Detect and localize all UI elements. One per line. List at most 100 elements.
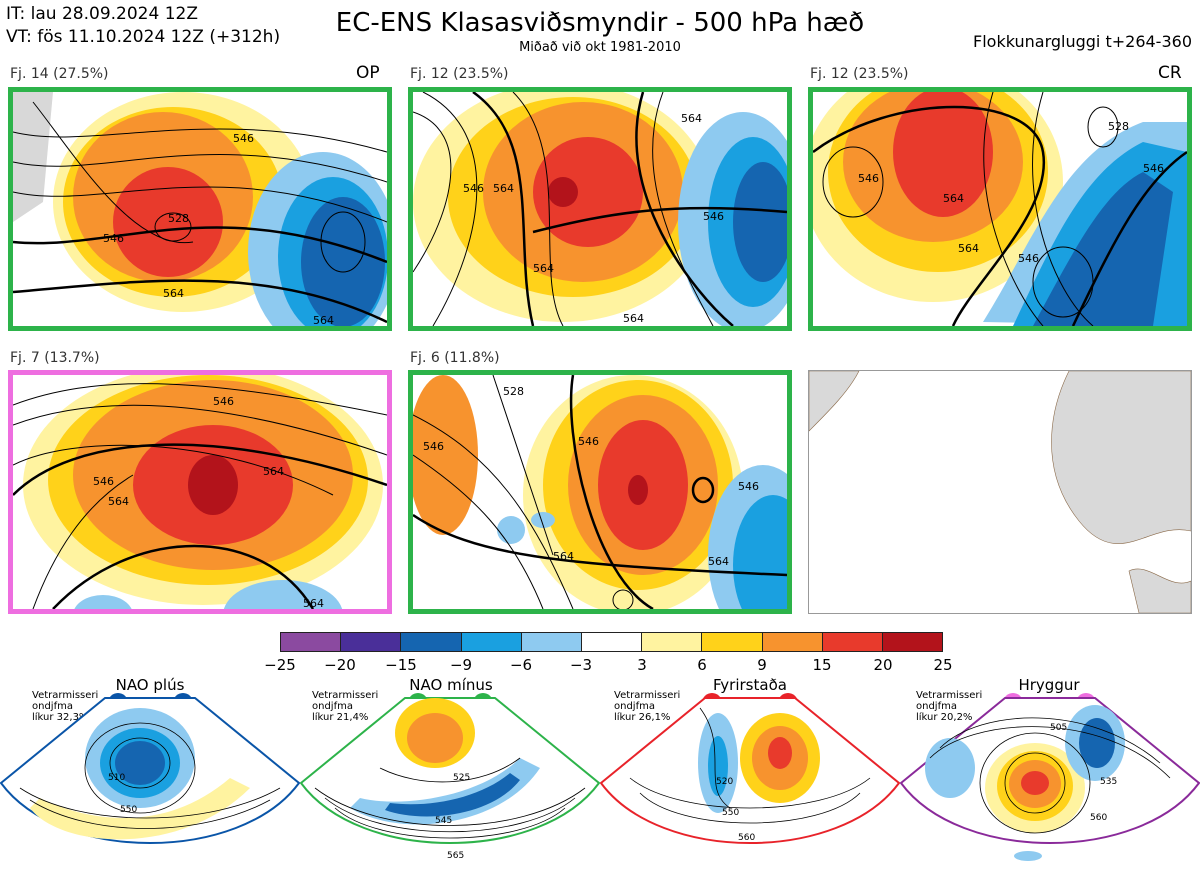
contour-label: 546 xyxy=(738,480,759,493)
colorbar-tick: −15 xyxy=(385,656,417,674)
contour-label: 564 xyxy=(958,242,979,255)
regime-contour-label: 550 xyxy=(722,808,739,818)
colorbar-tick: −9 xyxy=(449,656,473,674)
colorbar-swatch xyxy=(521,633,582,651)
regime-4-title: Hryggur xyxy=(1018,676,1080,694)
regime-2-map: 525 545 565 xyxy=(300,697,600,861)
contour-label: 564 xyxy=(553,550,574,563)
contour-label: 546 xyxy=(93,475,114,488)
panel-3-map: 528 546 564 546 564 546 xyxy=(813,92,1187,326)
contour-label: 546 xyxy=(423,440,444,453)
contour-label: 546 xyxy=(213,395,234,408)
contour-label: 546 xyxy=(858,172,879,185)
colorbar-swatch xyxy=(642,633,703,651)
panel-3-tag: CR xyxy=(1158,63,1182,83)
contour-label: 564 xyxy=(623,312,644,325)
regime-contour-label: 520 xyxy=(716,777,733,787)
panel-1-tag: OP xyxy=(356,63,380,83)
contour-label: 564 xyxy=(163,287,184,300)
contour-label: 564 xyxy=(313,314,334,326)
regime-contour-label: 505 xyxy=(1050,723,1067,733)
colorbar-tick: −20 xyxy=(324,656,356,674)
regime-3-info: Vetrarmisseri ondjfma líkur 26,1% xyxy=(614,690,681,723)
regime-2-title: NAO mínus xyxy=(409,676,493,694)
colorbar-swatch xyxy=(581,633,643,651)
colorbar-swatch xyxy=(461,633,522,651)
panel-5-label: Fj. 6 (11.8%) xyxy=(410,350,500,366)
regime-2-info: Vetrarmisseri ondjfma líkur 21,4% xyxy=(312,690,379,723)
panel-2-label: Fj. 12 (23.5%) xyxy=(410,66,509,82)
regime-contour-label: 545 xyxy=(435,816,452,826)
colorbar-tick: −6 xyxy=(509,656,533,674)
colorbar-tick: 6 xyxy=(697,656,707,674)
regime-contour-label: 560 xyxy=(1090,813,1107,823)
regime-1-info: Vetrarmisseri ondjfma líkur 32,3% xyxy=(32,690,99,723)
panel-2-map: 546 564 546 564 564 564 xyxy=(413,92,787,326)
panel-3-label: Fj. 12 (23.5%) xyxy=(810,66,909,82)
cluster-map-panel-2[interactable]: 546 564 546 564 564 564 xyxy=(408,87,792,331)
colorbar-swatch xyxy=(401,633,462,651)
contour-label: 546 xyxy=(233,132,254,145)
panel-1-label: Fj. 14 (27.5%) xyxy=(10,66,109,82)
regime-contour-label: 550 xyxy=(120,805,137,815)
contour-label: 546 xyxy=(103,232,124,245)
valid-time: VT: fös 11.10.2024 12Z (+312h) xyxy=(6,27,281,47)
contour-label: 528 xyxy=(168,212,189,225)
contour-label: 564 xyxy=(533,262,554,275)
contour-label: 564 xyxy=(108,495,129,508)
contour-label: 546 xyxy=(1018,252,1039,265)
regime-4-map: 505 535 560 xyxy=(900,697,1200,861)
colorbar-swatch xyxy=(822,633,883,651)
classification-window: Flokkunargluggi t+264-360 xyxy=(973,32,1192,51)
regime-3-title: Fyrirstaða xyxy=(713,676,787,694)
colorbar-swatch xyxy=(882,633,943,651)
empty-basemap-panel xyxy=(808,370,1192,614)
contour-label: 528 xyxy=(503,385,524,398)
regime-3-map: 520 550 560 xyxy=(600,697,900,844)
regime-contour-label: 560 xyxy=(738,833,755,843)
page-title: EC-ENS Klasasviðsmyndir - 500 hPa hæð xyxy=(335,8,865,38)
contour-label: 546 xyxy=(463,182,484,195)
cluster-map-panel-4[interactable]: 546 564 546 564 564 xyxy=(8,370,392,614)
cluster-map-panel-5[interactable]: 528 546 546 546 564 564 xyxy=(408,370,792,614)
colorbar-swatch xyxy=(762,633,823,651)
colorbar-swatch xyxy=(281,633,342,651)
colorbar-tick: −25 xyxy=(264,656,296,674)
header-info: IT: lau 28.09.2024 12Z VT: fös 11.10.202… xyxy=(6,3,280,49)
colorbar-tick: 15 xyxy=(812,656,832,674)
contour-label: 564 xyxy=(681,112,702,125)
anomaly-colorbar xyxy=(280,632,943,652)
contour-label: 528 xyxy=(1108,120,1129,133)
basemap xyxy=(809,371,1191,613)
regime-1-map: 510 550 xyxy=(0,697,300,844)
contour-label: 546 xyxy=(1143,162,1164,175)
colorbar-tick: 3 xyxy=(637,656,647,674)
contour-label: 564 xyxy=(708,555,729,568)
regime-contour-label: 510 xyxy=(108,773,125,783)
contour-label: 564 xyxy=(943,192,964,205)
panel-4-label: Fj. 7 (13.7%) xyxy=(10,350,100,366)
panel-5-map: 528 546 546 546 564 564 xyxy=(413,375,787,609)
colorbar-tick: 25 xyxy=(933,656,953,674)
contour-label: 546 xyxy=(703,210,724,223)
cluster-map-panel-3[interactable]: 528 546 564 546 564 546 xyxy=(808,87,1192,331)
colorbar-swatch xyxy=(702,633,763,651)
contour-label: 564 xyxy=(263,465,284,478)
contour-label: 564 xyxy=(303,597,324,609)
regime-contour-label: 565 xyxy=(447,851,464,861)
initial-time: IT: lau 28.09.2024 12Z xyxy=(6,4,198,24)
regime-1-title: NAO plús xyxy=(115,676,185,694)
colorbar-tick: −3 xyxy=(569,656,593,674)
regime-contour-label: 525 xyxy=(453,773,470,783)
page-subtitle: Miðað við okt 1981-2010 xyxy=(519,40,681,55)
regime-4-info: Vetrarmisseri ondjfma líkur 20,2% xyxy=(916,690,983,723)
contour-label: 546 xyxy=(578,435,599,448)
regime-contour-label: 535 xyxy=(1100,777,1117,787)
colorbar-tick: 9 xyxy=(757,656,767,674)
colorbar-tick: 20 xyxy=(873,656,893,674)
colorbar-swatch xyxy=(341,633,402,651)
cluster-map-panel-1[interactable]: 528 546 564 564 546 xyxy=(8,87,392,331)
panel-1-map: 528 546 564 564 546 xyxy=(13,92,387,326)
contour-label: 564 xyxy=(493,182,514,195)
panel-4-map: 546 564 546 564 564 xyxy=(13,375,387,609)
